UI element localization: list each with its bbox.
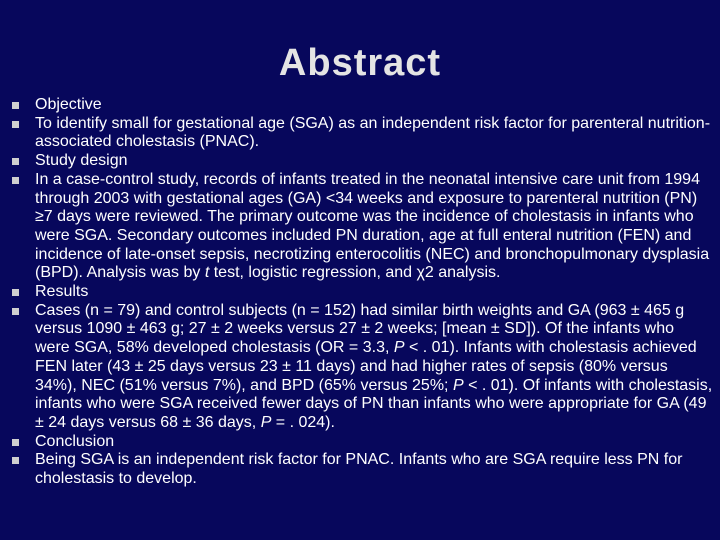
text-run: Study design (35, 152, 128, 170)
text-run: Results (35, 283, 89, 301)
bullet-marker (12, 307, 19, 315)
text-run: P (452, 376, 464, 394)
bullet-item: Cases (n = 79) and control subjects (n =… (12, 301, 713, 433)
text-run: t (204, 264, 210, 282)
bullet-marker (12, 120, 19, 128)
text-run: = . 024). (271, 413, 335, 431)
bullet-item: Being SGA is an independent risk factor … (12, 451, 713, 488)
bullet-item: Study design (12, 152, 713, 171)
bullet-item: In a case-control study, records of infa… (12, 170, 713, 283)
bullet-marker (12, 438, 19, 446)
text-run: Conclusion (35, 432, 115, 450)
text-run: P (393, 339, 405, 357)
text-run: Cases (n = 79) and control subjects (n =… (35, 301, 685, 357)
bullet-item: Objective (12, 96, 713, 115)
text-run: In a case-control study, records of infa… (35, 170, 710, 282)
text-run: < . 01). Infants with cholestasis achiev… (35, 339, 697, 394)
bullet-marker (12, 457, 19, 465)
bullet-marker (12, 176, 19, 184)
bullet-item: Results (12, 283, 713, 302)
bullet-marker (12, 158, 19, 166)
slide-title: Abstract (278, 42, 442, 84)
text-run: P (260, 413, 272, 431)
bullet-marker (12, 289, 19, 297)
text-run: Being SGA is an independent risk factor … (35, 451, 683, 488)
text-run: test, logistic regression, and χ2 analys… (209, 264, 501, 282)
bullet-item: To identify small for gestational age (S… (12, 114, 713, 152)
text-run: < . 01). Of infants with cholestasis, in… (35, 376, 713, 431)
bullet-list: Objective To identify small for gestation… (12, 96, 713, 489)
text-run: Objective (35, 96, 102, 113)
bullet-marker (12, 102, 19, 109)
bullet-item: Conclusion (12, 432, 713, 452)
text-run: To identify small for gestational age (S… (35, 114, 711, 151)
